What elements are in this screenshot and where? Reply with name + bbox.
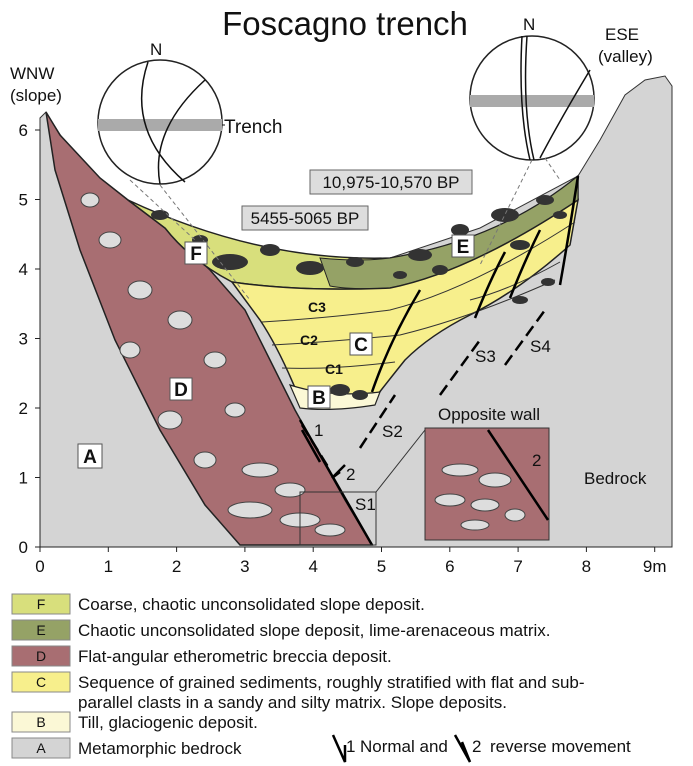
figure: 0 1 2 3 4 5 6 7 8 9m 0 1 2 3 4 5 6 Foscagno trench WNW (… (0, 0, 693, 766)
x-tick-label: 5 (377, 557, 386, 576)
y-tick-label: 3 (19, 330, 28, 349)
legend-code: F (37, 596, 46, 612)
movement-mark: 2 (346, 465, 355, 484)
legend-text: Till, glaciogenic deposit. (78, 713, 258, 732)
bedrock-label: Bedrock (584, 469, 647, 488)
x-tick-label: 7 (513, 557, 522, 576)
unit-label: C2 (300, 332, 318, 348)
side-label: WNW (10, 64, 54, 83)
legend-text: Sequence of grained sediments, roughly s… (78, 673, 585, 692)
side-label: (slope) (10, 86, 62, 105)
north-label: N (523, 15, 535, 34)
unit-label: D (174, 380, 188, 401)
movement-legend: Normal and (360, 737, 448, 756)
movement-mark: 2 (532, 451, 541, 470)
side-label: ESE (605, 25, 639, 44)
unit-label: A (83, 447, 97, 468)
title: Foscagno trench (222, 5, 468, 42)
movement-mark: 1 (314, 421, 323, 440)
legend-text: Chaotic unconsolidated slope deposit, li… (78, 621, 550, 640)
x-tick-label: 6 (445, 557, 454, 576)
legend-code: C (36, 674, 46, 690)
fault-label: S4 (530, 337, 551, 356)
trench-label: Trench (224, 117, 282, 138)
side-label: (valley) (598, 47, 653, 66)
date: 10,975-10,570 BP (322, 173, 459, 192)
y-tick-label: 1 (19, 469, 28, 488)
y-tick-label: 6 (19, 121, 28, 140)
y-tick-label: 2 (19, 399, 28, 418)
unit-label: C (354, 335, 368, 356)
legend-text: Flat-angular etherometric breccia deposi… (78, 647, 392, 666)
fault-label: S3 (475, 347, 496, 366)
movement-legend: reverse movement (490, 737, 631, 756)
legend-text: Coarse, chaotic unconsolidated slope dep… (78, 595, 425, 614)
legend-code: D (36, 648, 46, 664)
x-tick-label: 1 (104, 557, 113, 576)
north-label: N (150, 40, 162, 59)
legend-code: E (36, 622, 45, 638)
y-tick-label: 0 (19, 538, 28, 557)
fault-label: S2 (382, 422, 403, 441)
x-tick-label: 3 (240, 557, 249, 576)
x-tick-label: 2 (172, 557, 181, 576)
legend-text: parallel clasts in a sandy and silty mat… (78, 693, 507, 712)
unit-label: E (457, 237, 470, 258)
x-tick-label: 8 (582, 557, 591, 576)
unit-label: C3 (308, 299, 326, 315)
x-tick-label: 0 (35, 557, 44, 576)
y-tick-label: 5 (19, 191, 28, 210)
x-tick-label: 4 (308, 557, 317, 576)
legend-text: Metamorphic bedrock (78, 739, 242, 758)
fault-label: S1 (355, 495, 376, 514)
legend-code: A (36, 740, 46, 756)
date: 5455-5065 BP (251, 209, 360, 228)
movement-legend: 1 (346, 737, 355, 756)
x-tick-label: 9m (643, 557, 667, 576)
legend-code: B (36, 714, 45, 730)
unit-label: F (190, 244, 202, 265)
unit-label: B (312, 388, 326, 409)
y-tick-label: 4 (19, 260, 28, 279)
movement-legend: 2 (472, 737, 481, 756)
legend: F Coarse, chaotic unconsolidated slope de… (12, 594, 585, 758)
opposite-wall: Opposite wall (438, 405, 540, 424)
unit-label: C1 (325, 361, 343, 377)
